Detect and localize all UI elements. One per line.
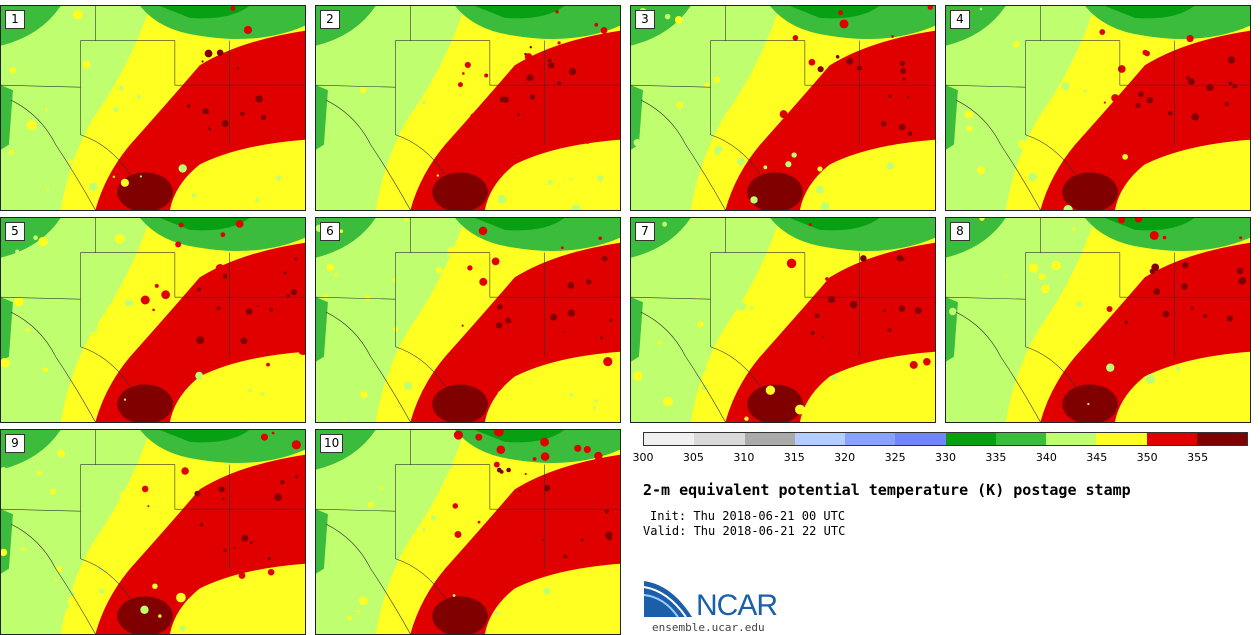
logo-url: ensemble.ucar.edu bbox=[652, 621, 765, 634]
colorbar-tick-labels: 300 305 310 315 320 325 330 335 340 345 350 355 bbox=[633, 451, 1248, 467]
stamp-map bbox=[631, 6, 935, 210]
colorbar-tick-label: 315 bbox=[783, 451, 805, 464]
colorbar-segment bbox=[895, 433, 946, 445]
init-time: Init: Thu 2018-06-21 00 UTC bbox=[650, 509, 846, 523]
stamp-number: 5 bbox=[5, 222, 25, 241]
logo-wordmark: NCAR bbox=[696, 589, 777, 621]
colorbar-tick-label: 340 bbox=[1035, 451, 1057, 464]
postage-stamp-panel: 10 bbox=[315, 429, 621, 635]
postage-stamp-panel: 7 bbox=[630, 217, 936, 423]
colorbar bbox=[643, 432, 1248, 446]
figure-title: 2-m equivalent potential temperature (K)… bbox=[643, 481, 1131, 499]
stamp-number: 6 bbox=[320, 222, 340, 241]
colorbar-tick-label: 325 bbox=[884, 451, 906, 464]
valid-time: Valid: Thu 2018-06-21 22 UTC bbox=[643, 524, 846, 538]
postage-stamp-panel: 6 bbox=[315, 217, 621, 423]
stamp-map bbox=[1, 6, 305, 210]
stamp-map bbox=[316, 218, 620, 422]
stamp-map bbox=[946, 218, 1250, 422]
colorbar-segment bbox=[945, 433, 996, 445]
postage-stamp-panel: 2 bbox=[315, 5, 621, 211]
postage-stamp-panel: 1 bbox=[0, 5, 306, 211]
colorbar-segment bbox=[995, 433, 1046, 445]
postage-stamp-panel: 8 bbox=[945, 217, 1251, 423]
stamp-map bbox=[631, 218, 935, 422]
colorbar-tick-label: 330 bbox=[935, 451, 956, 464]
colorbar-segment bbox=[744, 433, 795, 445]
stamp-number: 9 bbox=[5, 434, 25, 453]
colorbar-segment bbox=[1096, 433, 1147, 445]
colorbar-segment bbox=[644, 433, 695, 445]
colorbar-tick-label: 335 bbox=[985, 451, 1007, 464]
colorbar-segment bbox=[794, 433, 845, 445]
colorbar-segment bbox=[1046, 433, 1097, 445]
stamp-number: 3 bbox=[635, 10, 655, 29]
colorbar-tick-label: 345 bbox=[1086, 451, 1108, 464]
stamp-map bbox=[316, 430, 620, 634]
colorbar-tick-label: 300 bbox=[632, 451, 654, 464]
stamp-number: 4 bbox=[950, 10, 970, 29]
colorbar-tick-label: 305 bbox=[682, 451, 704, 464]
colorbar-tick-label: 310 bbox=[733, 451, 755, 464]
colorbar-tick-label: 350 bbox=[1136, 451, 1158, 464]
stamp-number: 1 bbox=[5, 10, 25, 29]
stamp-map bbox=[316, 6, 620, 210]
colorbar-segment bbox=[694, 433, 745, 445]
postage-stamp-panel: 5 bbox=[0, 217, 306, 423]
postage-stamp-panel: 3 bbox=[630, 5, 936, 211]
colorbar-tick-label: 320 bbox=[834, 451, 856, 464]
stamp-number: 7 bbox=[635, 222, 655, 241]
stamp-number: 2 bbox=[320, 10, 340, 29]
postage-stamp-panel: 4 bbox=[945, 5, 1251, 211]
stamp-map bbox=[946, 6, 1250, 210]
stamp-map bbox=[1, 218, 305, 422]
stamp-number: 8 bbox=[950, 222, 970, 241]
stamp-map bbox=[1, 430, 305, 634]
colorbar-segment bbox=[1146, 433, 1197, 445]
colorbar-segment bbox=[1196, 433, 1247, 445]
postage-stamp-panel: 9 bbox=[0, 429, 306, 635]
colorbar-tick-label: 355 bbox=[1187, 451, 1209, 464]
ncar-logo: NCAR bbox=[643, 581, 778, 621]
colorbar-segment bbox=[845, 433, 896, 445]
stamp-number: 10 bbox=[320, 434, 344, 453]
